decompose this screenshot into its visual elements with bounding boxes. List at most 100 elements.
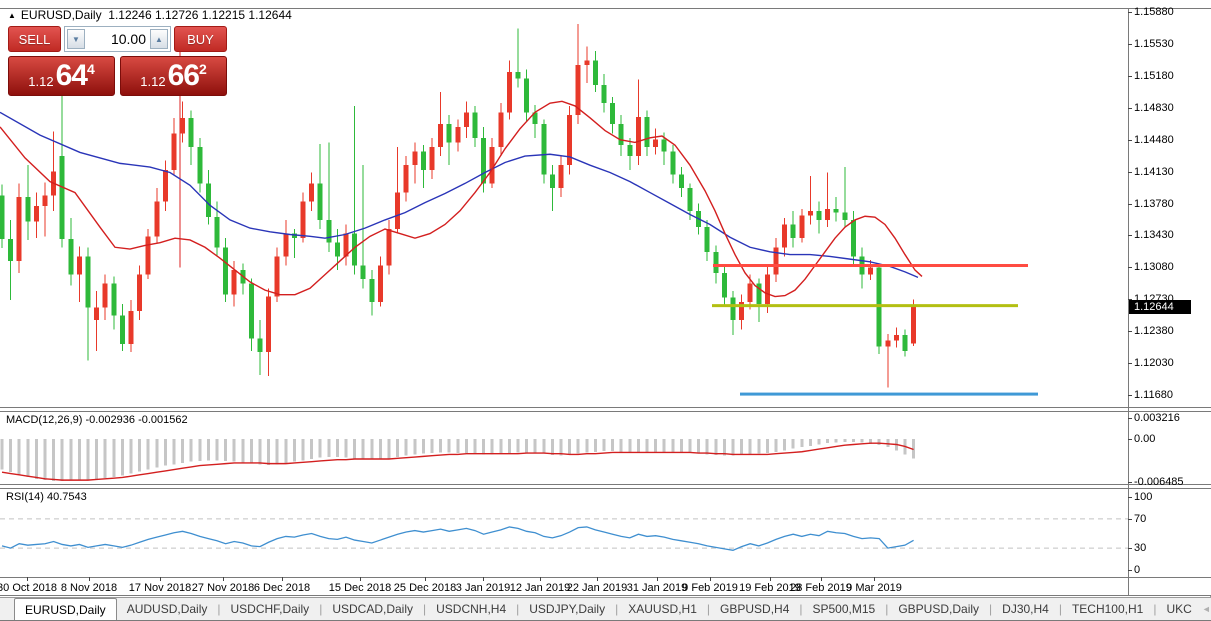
volume-increase-button[interactable]: ▲ [150, 29, 168, 49]
tab-gbpusd-h4[interactable]: GBPUSD,H4 [720, 602, 790, 616]
price-axis-label: 1.15180 [1134, 69, 1174, 82]
macd-label: MACD(12,26,9) -0.002936 -0.001562 [6, 414, 188, 426]
date-axis-tick [597, 577, 598, 581]
date-axis-label: 12 Jan 2019 [509, 582, 571, 594]
chevron-down-icon: ▼ [72, 35, 80, 44]
axis-tick [1128, 12, 1132, 13]
buy-price-big: 66 [167, 59, 200, 92]
chart-title: ▲ EURUSD,Daily 1.12246 1.12726 1.12215 1.… [8, 8, 292, 22]
tab-usdcnh-h4[interactable]: USDCNH,H4 [436, 602, 507, 616]
buy-price-pip: 2 [198, 61, 207, 77]
buy-price-prefix: 1.12 [140, 74, 166, 89]
tab-gbpusd-daily[interactable]: GBPUSD,Daily [898, 602, 980, 616]
date-axis-label: 9 Feb 2019 [682, 582, 738, 594]
date-axis-tick [282, 577, 283, 581]
volume-spinner[interactable]: ▼ 10.00 ▲ [64, 26, 171, 52]
symbol-triangle-icon: ▲ [8, 11, 16, 20]
chart-ohlc-values: 1.12246 1.12726 1.12215 1.12644 [108, 8, 292, 22]
tab-audusd-daily[interactable]: AUDUSD,Daily [126, 602, 208, 616]
sell-price-button[interactable]: 1.12 64 4 [8, 56, 115, 96]
date-axis-label: 31 Jan 2019 [626, 582, 688, 594]
date-axis-tick [821, 577, 822, 581]
volume-decrease-button[interactable]: ▼ [67, 29, 85, 49]
axis-tick [1128, 267, 1132, 269]
tab-usdcad-daily[interactable]: USDCAD,Daily [332, 602, 413, 616]
macd-axis-label: 0.003216 [1134, 412, 1180, 424]
axis-tick [1128, 107, 1132, 109]
tab-usdchf-daily[interactable]: USDCHF,Daily [230, 602, 310, 616]
axis-tick [1128, 518, 1132, 520]
date-axis-tick [483, 577, 484, 581]
date-axis-label: 8 Nov 2018 [60, 582, 118, 594]
axis-tick [1128, 139, 1132, 141]
axis-tick [1128, 203, 1132, 205]
date-axis-label: 22 Jan 2019 [566, 582, 628, 594]
date-axis-label: 9 Mar 2019 [846, 582, 902, 594]
axis-tick [1128, 331, 1132, 333]
axis-tick [1128, 43, 1132, 45]
date-axis-tick [540, 577, 541, 581]
pane-border[interactable] [0, 484, 1211, 485]
sell-price-pip: 4 [86, 61, 95, 77]
tab-separator: | [1153, 602, 1157, 616]
date-axis-label: 15 Dec 2018 [328, 582, 392, 594]
axis-tick [1128, 299, 1132, 301]
rsi-axis-label: 30 [1134, 542, 1147, 555]
price-axis-label: 1.14480 [1134, 133, 1174, 146]
tab-separator: | [423, 602, 427, 616]
tab-scroll-left-icon[interactable]: ◄ [1201, 604, 1211, 614]
axis-tick [1128, 363, 1132, 365]
tab-separator: | [615, 602, 619, 616]
price-axis-label: 1.14130 [1134, 165, 1174, 178]
tab-eurusd-daily[interactable]: EURUSD,Daily [14, 598, 117, 620]
volume-input[interactable]: 10.00 [110, 31, 146, 47]
axis-tick [1128, 171, 1132, 173]
axis-tick [1128, 570, 1132, 571]
chart-tab-bar: EURUSD,Daily AUDUSD,Daily | USDCHF,Daily |… [0, 597, 1211, 621]
date-axis-label: 25 Dec 2018 [393, 582, 457, 594]
date-axis-label: 17 Nov 2018 [128, 582, 192, 594]
sell-button[interactable]: SELL [8, 26, 61, 52]
rsi-indicator-pane[interactable] [0, 488, 1128, 577]
date-axis-label: 28 Feb 2019 [790, 582, 852, 594]
date-axis-label: 30 Oct 2018 [0, 582, 57, 594]
one-click-trading-widget: SELL ▼ 10.00 ▲ BUY 1.12 64 4 1.12 66 2 [8, 26, 227, 96]
chevron-up-icon: ▲ [155, 35, 163, 44]
tab-separator: | [217, 602, 221, 616]
buy-button[interactable]: BUY [174, 26, 227, 52]
tab-tech100-h1[interactable]: TECH100,H1 [1071, 602, 1144, 616]
date-axis-tick [425, 577, 426, 581]
tab-separator: | [516, 602, 520, 616]
chart-window: 1.15880 1.15530 1.15180 1.14830 1.14480 1.141… [0, 6, 1211, 596]
current-price-tag: 1.12644 [1129, 300, 1191, 315]
rsi-label: RSI(14) 40.7543 [6, 491, 87, 503]
tab-dj30-h4[interactable]: DJ30,H4 [1002, 602, 1049, 616]
price-axis-separator[interactable] [1128, 8, 1129, 596]
date-axis-tick [657, 577, 658, 581]
buy-price-button[interactable]: 1.12 66 2 [120, 56, 227, 96]
tab-separator: | [706, 602, 711, 616]
macd-axis-label: -0.006485 [1134, 476, 1184, 488]
pane-border[interactable] [0, 407, 1211, 408]
tab-ukc[interactable]: UKC [1166, 602, 1192, 616]
price-axis-label: 1.15880 [1134, 6, 1174, 18]
tab-scroll-controls: ◄ ► [1202, 598, 1211, 620]
date-axis-label: 6 Dec 2018 [253, 582, 311, 594]
tab-xauusd-h1[interactable]: XAUUSD,H1 [628, 602, 697, 616]
date-axis-tick [160, 577, 161, 581]
main-price-chart[interactable] [0, 8, 1128, 408]
tab-usdjpy-daily[interactable]: USDJPY,Daily [529, 602, 606, 616]
macd-indicator-pane[interactable] [0, 411, 1128, 485]
sell-price-prefix: 1.12 [28, 74, 54, 89]
tab-sp500-m15[interactable]: SP500,M15 [812, 602, 876, 616]
pane-border [0, 411, 1211, 412]
tab-separator: | [1058, 602, 1062, 616]
axis-tick [1128, 395, 1132, 396]
date-axis-tick [710, 577, 711, 581]
price-axis-label: 1.13780 [1134, 197, 1174, 210]
price-axis-label: 1.12030 [1134, 357, 1174, 370]
order-row: SELL ▼ 10.00 ▲ BUY [8, 26, 227, 52]
date-axis-tick [360, 577, 361, 581]
date-axis-tick [223, 577, 224, 581]
